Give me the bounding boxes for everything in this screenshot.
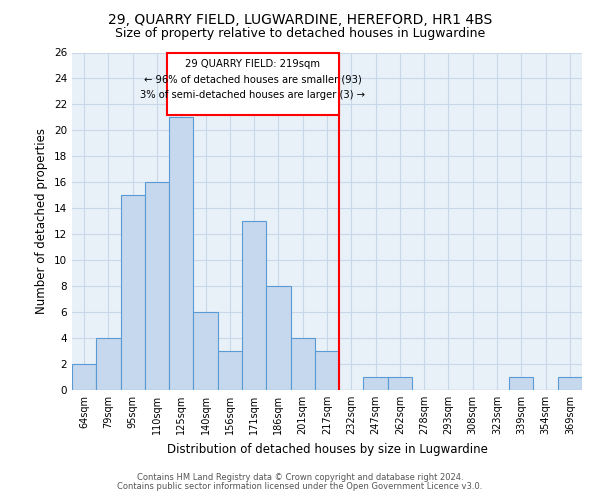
Bar — [167, 52, 339, 115]
Bar — [558, 377, 582, 390]
Bar — [169, 118, 193, 390]
Bar — [218, 351, 242, 390]
Bar — [242, 221, 266, 390]
Bar — [290, 338, 315, 390]
Bar — [121, 196, 145, 390]
Text: ← 96% of detached houses are smaller (93): ← 96% of detached houses are smaller (93… — [144, 74, 362, 85]
Text: 3% of semi-detached houses are larger (3) →: 3% of semi-detached houses are larger (3… — [140, 90, 365, 100]
Bar — [96, 338, 121, 390]
Text: Contains HM Land Registry data © Crown copyright and database right 2024.: Contains HM Land Registry data © Crown c… — [137, 474, 463, 482]
Bar — [193, 312, 218, 390]
Text: 29 QUARRY FIELD: 219sqm: 29 QUARRY FIELD: 219sqm — [185, 59, 320, 69]
X-axis label: Distribution of detached houses by size in Lugwardine: Distribution of detached houses by size … — [167, 442, 487, 456]
Y-axis label: Number of detached properties: Number of detached properties — [35, 128, 49, 314]
Bar — [72, 364, 96, 390]
Text: Size of property relative to detached houses in Lugwardine: Size of property relative to detached ho… — [115, 28, 485, 40]
Bar — [388, 377, 412, 390]
Bar — [364, 377, 388, 390]
Bar — [315, 351, 339, 390]
Bar — [266, 286, 290, 390]
Text: 29, QUARRY FIELD, LUGWARDINE, HEREFORD, HR1 4BS: 29, QUARRY FIELD, LUGWARDINE, HEREFORD, … — [108, 12, 492, 26]
Text: Contains public sector information licensed under the Open Government Licence v3: Contains public sector information licen… — [118, 482, 482, 491]
Bar — [509, 377, 533, 390]
Bar — [145, 182, 169, 390]
